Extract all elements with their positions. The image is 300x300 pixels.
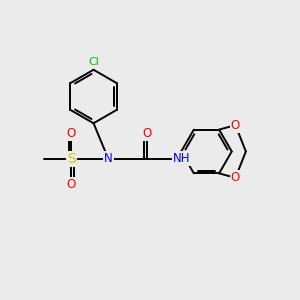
Text: O: O	[67, 127, 76, 140]
Text: NH: NH	[172, 152, 190, 165]
Text: O: O	[231, 171, 240, 184]
Text: O: O	[231, 118, 240, 132]
Text: O: O	[142, 127, 152, 140]
Text: Cl: Cl	[88, 57, 99, 67]
Text: N: N	[104, 152, 113, 165]
Text: O: O	[67, 178, 76, 191]
Text: S: S	[67, 152, 76, 166]
